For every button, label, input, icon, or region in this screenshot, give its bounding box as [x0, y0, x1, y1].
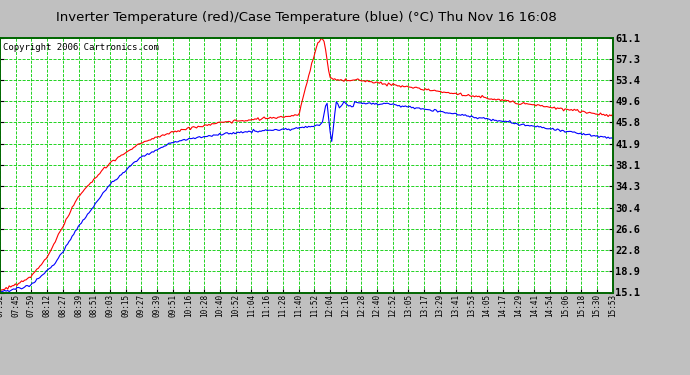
Text: Inverter Temperature (red)/Case Temperature (blue) (°C) Thu Nov 16 16:08: Inverter Temperature (red)/Case Temperat… [56, 11, 557, 24]
Text: Copyright 2006 Cartronics.com: Copyright 2006 Cartronics.com [3, 43, 159, 52]
